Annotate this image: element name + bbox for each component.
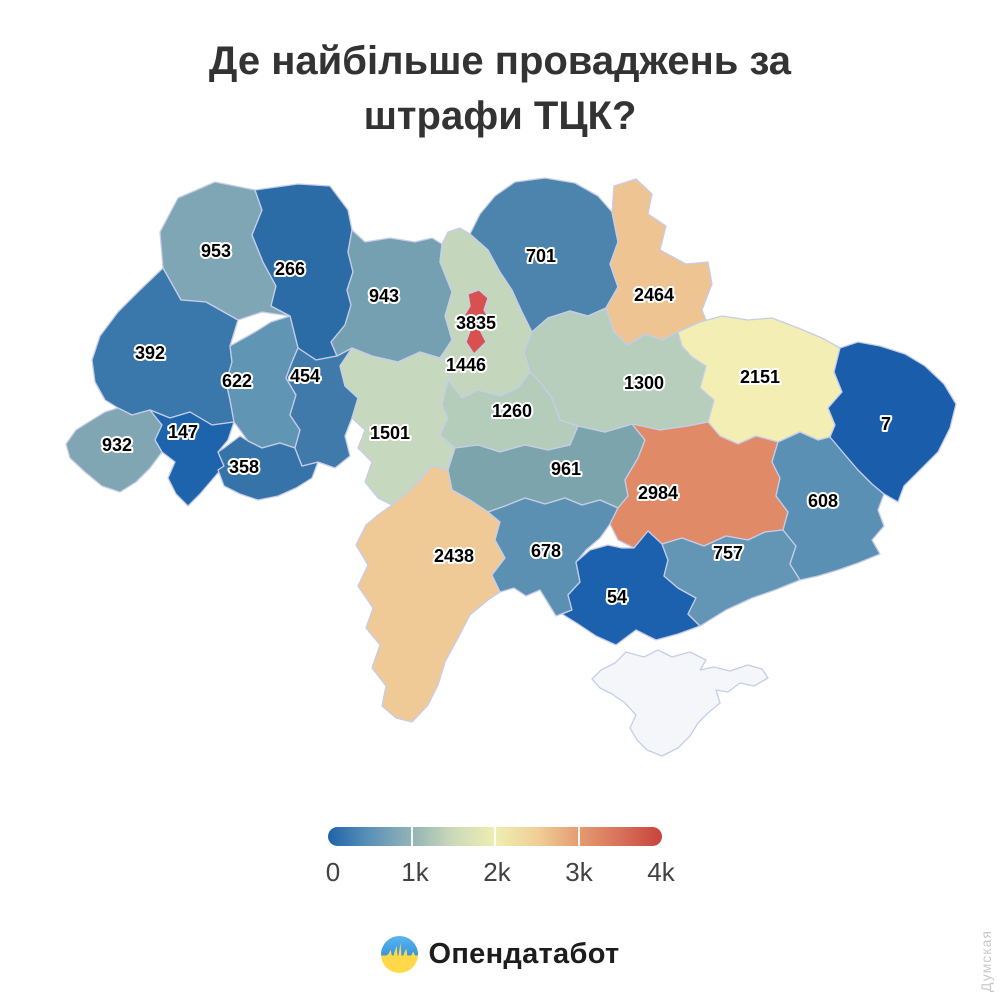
region-value-label-lviv: 392 bbox=[135, 343, 165, 363]
opendatabot-logo: Опендатабот bbox=[0, 936, 1000, 973]
region-value-label-cherkasy: 1260 bbox=[492, 401, 532, 421]
region-value-label-chernivtsi: 358 bbox=[229, 457, 259, 477]
legend-divider bbox=[578, 827, 580, 846]
region-value-label-rivne: 266 bbox=[275, 259, 305, 279]
region-value-label-zaporizhzhia: 757 bbox=[713, 543, 743, 563]
legend-tick-0: 0 bbox=[325, 857, 341, 887]
chart-title: Де найбільше проваджень за штрафи ТЦК? bbox=[208, 39, 792, 139]
region-value-label-ternopil: 622 bbox=[222, 371, 252, 391]
legend-divider bbox=[411, 827, 413, 846]
region-value-label-kirovohrad: 961 bbox=[551, 459, 581, 479]
opendatabot-wordmark: Опендатабот bbox=[428, 938, 620, 970]
region-value-label-vinnytsia: 1501 bbox=[370, 423, 410, 443]
region-luhansk bbox=[827, 341, 957, 503]
legend-tick-2k: 2k bbox=[483, 857, 511, 887]
region-value-label-zakarpattia: 932 bbox=[102, 435, 132, 455]
region-value-label-luhansk: 7 bbox=[881, 414, 891, 434]
region-value-label-mykolaiv: 678 bbox=[531, 541, 561, 561]
region-kyiv-city bbox=[463, 289, 491, 355]
region-chernivtsi bbox=[217, 435, 319, 501]
opendatabot-flag-icon bbox=[380, 936, 418, 973]
region-value-label-odesa: 2438 bbox=[434, 546, 474, 566]
region-zaporizhzhia bbox=[661, 529, 801, 627]
region-value-label-khmelnytskyi: 454 bbox=[290, 366, 320, 386]
legend-tick-3k: 3k bbox=[565, 857, 593, 887]
region-value-label-poltava: 1300 bbox=[624, 373, 664, 393]
region-value-label-kharkiv: 2151 bbox=[740, 367, 780, 387]
flag-blue-half-pulse bbox=[380, 936, 418, 956]
dumskaya-watermark: Думская bbox=[978, 929, 994, 992]
region-value-label-chernihiv: 701 bbox=[526, 246, 556, 266]
color-scale-legend: 0 1k 2k 3k 4k bbox=[326, 827, 675, 887]
region-value-label-ivano-frankivsk: 147 bbox=[168, 422, 198, 442]
region-value-label-donetsk: 608 bbox=[808, 491, 838, 511]
legend-tick-1k: 1k bbox=[401, 857, 429, 887]
region-odesa bbox=[355, 465, 506, 723]
region-value-label-volyn: 953 bbox=[201, 241, 231, 261]
region-value-label-kherson: 54 bbox=[607, 587, 627, 607]
region-crimea bbox=[591, 649, 769, 757]
region-value-label-zhytomyr: 943 bbox=[369, 286, 399, 306]
region-sumy bbox=[605, 178, 713, 346]
region-ivano-frankivsk bbox=[149, 409, 235, 507]
legend-divider bbox=[494, 827, 496, 846]
region-value-label-dnipro: 2984 bbox=[638, 483, 678, 503]
region-value-label-kyiv-city: 3835 bbox=[456, 313, 496, 333]
legend-tick-4k: 4k bbox=[647, 857, 675, 887]
region-value-label-kyiv-oblast: 1446 bbox=[446, 355, 486, 375]
region-value-label-sumy: 2464 bbox=[634, 285, 674, 305]
